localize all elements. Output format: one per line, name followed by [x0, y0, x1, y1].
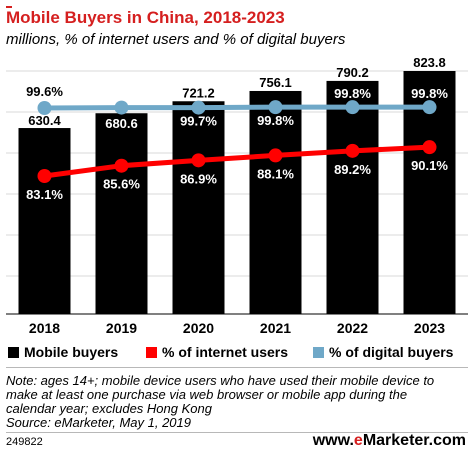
digital-buyers-point	[37, 101, 52, 115]
note-line: calendar year; excludes Hong Kong	[6, 401, 212, 416]
x-tick-label: 2022	[337, 320, 368, 336]
brand-accent: e	[353, 432, 363, 449]
digital-buyers-line	[44, 104, 430, 111]
internet-users-label: 90.1%	[411, 158, 448, 173]
legend-label: % of digital buyers	[329, 344, 454, 360]
x-tick-label: 2018	[29, 320, 60, 336]
bar	[249, 90, 302, 314]
internet-users-point	[114, 158, 129, 173]
internet-users-point	[191, 153, 206, 168]
brand-suffix: .com	[428, 432, 466, 449]
x-tick-label: 2021	[260, 320, 291, 336]
bar	[95, 113, 148, 314]
legend-label: % of internet users	[162, 344, 289, 360]
chart-note: Note: ages 14+; mobile device users who …	[6, 374, 468, 430]
title-accent-bar	[6, 6, 12, 8]
internet-users-label: 89.2%	[334, 162, 371, 177]
bar	[172, 101, 225, 315]
internet-users-label: 88.1%	[257, 166, 294, 181]
digital-buyers-point	[422, 100, 437, 115]
legend-item-digital-buyers: % of digital buyers	[313, 344, 453, 360]
brand-name: Marketer	[362, 432, 429, 449]
chart-plot: 630.4 680.6 721.2 756.1 790.2 823.8 99.6% 99.7%…	[6, 55, 468, 336]
bar-value-label: 823.8	[413, 55, 446, 70]
x-tick-label: 2020	[183, 320, 214, 336]
note-line: make at least one purchase via web brows…	[6, 387, 408, 402]
digital-buyers-label: 99.8%	[257, 113, 294, 128]
internet-users-point	[268, 148, 283, 163]
bar-value-label: 721.2	[182, 85, 215, 100]
legend-item-mobile-buyers: Mobile buyers	[8, 344, 118, 360]
internet-users-label: 85.6%	[103, 177, 140, 192]
digital-buyers-point	[345, 100, 360, 115]
digital-buyers-point	[114, 100, 129, 115]
internet-users-line	[44, 144, 430, 179]
x-tick-label: 2019	[106, 320, 137, 336]
internet-users-label: 86.9%	[180, 171, 217, 186]
digital-buyers-label: 99.6%	[26, 84, 63, 99]
legend-item-internet-users: % of internet users	[146, 344, 288, 360]
chart-id: 249822	[6, 436, 43, 448]
brand-prefix: www.	[312, 432, 354, 449]
digital-buyers-label: 99.7%	[103, 84, 140, 99]
x-tick-label: 2023	[414, 320, 445, 336]
legend-swatch-red	[146, 346, 157, 358]
digital-buyers-label: 99.8%	[411, 86, 448, 101]
chart-legend: Mobile buyers % of internet users % of d…	[6, 344, 468, 364]
bar-value-label: 790.2	[336, 65, 369, 80]
legend-label: Mobile buyers	[24, 344, 119, 360]
chart-subtitle: millions, % of internet users and % of d…	[6, 31, 346, 48]
chart-title: Mobile Buyers in China, 2018-2023	[6, 8, 285, 27]
bar	[18, 128, 71, 314]
source-line: Source: eMarketer, May 1, 2019	[6, 415, 191, 430]
note-line: Note: ages 14+; mobile device users who …	[6, 373, 435, 388]
bar-value-label: 630.4	[28, 113, 61, 128]
internet-users-point	[345, 143, 360, 158]
legend-swatch-black	[8, 346, 19, 358]
divider	[6, 367, 468, 368]
bar-value-label: 756.1	[259, 75, 292, 90]
digital-buyers-point	[268, 100, 283, 115]
legend-swatch-blue	[313, 346, 324, 358]
divider	[6, 432, 468, 433]
internet-users-point	[37, 169, 52, 183]
digital-buyers-label: 99.8%	[334, 86, 371, 101]
digital-buyers-point	[191, 100, 206, 115]
bar	[326, 80, 379, 315]
internet-users-label: 83.1%	[26, 187, 63, 202]
brand-logo[interactable]: www.eMarketer.com	[313, 432, 466, 450]
bar-value-label: 680.6	[105, 116, 138, 131]
internet-users-point	[422, 140, 437, 155]
digital-buyers-label: 99.7%	[180, 114, 217, 129]
